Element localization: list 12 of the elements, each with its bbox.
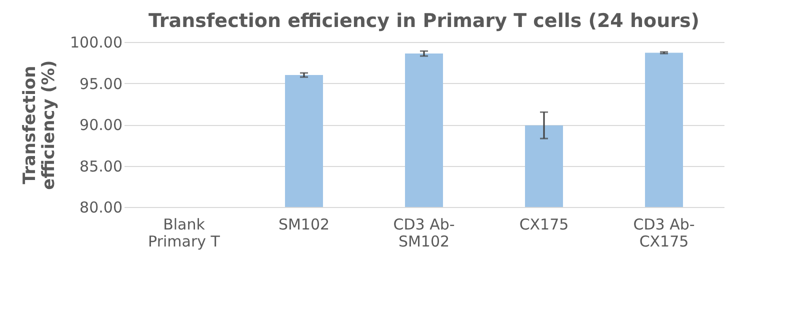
x-tick-label: CD3 Ab-CX175 <box>633 216 695 250</box>
y-tick-label: 80.00 <box>80 198 122 216</box>
x-tick-label: CX175 <box>519 216 569 234</box>
y-tick-label: 100.00 <box>70 34 122 52</box>
chart-title: Transfection efficiency in Primary T cells (24 hours) <box>148 10 700 32</box>
x-tick-label: Blank Primary T <box>148 216 221 250</box>
y-tick-label: 95.00 <box>80 74 122 93</box>
y-tick-label: 85.00 <box>80 157 122 176</box>
x-tick-label: CD3 Ab-SM102 <box>393 216 455 250</box>
x-tick-label: SM102 <box>278 216 330 234</box>
y-tick-label: 90.00 <box>80 116 122 134</box>
y-axis-title: Transfection efficiency (%) <box>20 60 60 190</box>
